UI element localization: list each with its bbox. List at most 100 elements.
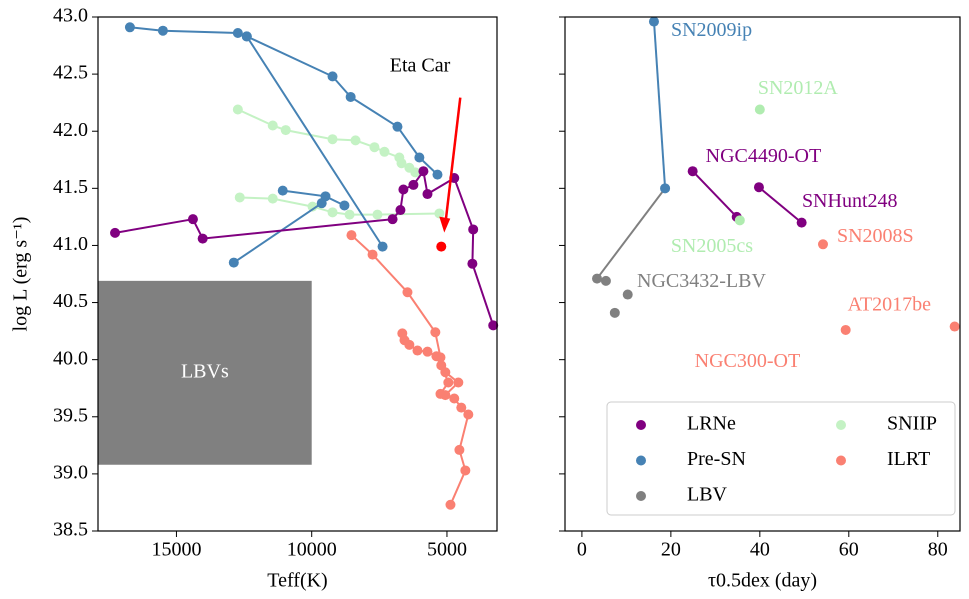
object-line — [653, 21, 667, 189]
axes-frame — [564, 16, 961, 532]
data-point — [395, 205, 406, 216]
data-point — [234, 192, 245, 203]
x-tick-label: 15000 — [151, 539, 201, 561]
x-tick-label: 60 — [839, 539, 859, 561]
legend-label: SNIIP — [887, 413, 937, 435]
data-point — [796, 217, 807, 228]
data-point — [280, 125, 291, 136]
legend-marker — [836, 420, 846, 430]
x-tick-label: 5000 — [427, 539, 467, 561]
object-label: SN2005cs — [671, 235, 753, 257]
data-point — [157, 25, 168, 36]
data-point — [622, 289, 633, 300]
legend-label: Pre-SN — [687, 448, 746, 470]
object-label: NGC3432-LBV — [637, 270, 766, 292]
object-label: NGC4490-OT — [706, 145, 822, 167]
data-point — [445, 499, 456, 510]
data-point — [396, 158, 407, 169]
object-label: SN2012A — [758, 77, 839, 99]
data-point — [817, 239, 828, 250]
data-point — [187, 214, 198, 225]
data-point — [277, 185, 288, 196]
data-point — [435, 388, 446, 399]
legend-marker — [636, 420, 646, 430]
data-point — [398, 184, 409, 195]
x-tick-label: 40 — [750, 539, 770, 561]
axes-frame — [97, 16, 498, 532]
object-label: SN2008S — [837, 225, 914, 247]
y-tick-label: 38.5 — [53, 519, 88, 541]
data-point — [327, 134, 338, 145]
object-label: SNHunt248 — [802, 190, 898, 212]
data-point — [345, 91, 356, 102]
y-tick-label: 40.0 — [53, 347, 88, 369]
data-point — [379, 146, 390, 157]
data-point — [460, 465, 471, 476]
y-tick-label: 39.5 — [53, 404, 88, 426]
data-point — [488, 320, 499, 331]
x-tick-label: 0 — [577, 539, 587, 561]
data-point — [454, 444, 465, 455]
legend-marker — [636, 491, 646, 501]
data-point — [734, 215, 745, 226]
data-point — [232, 27, 243, 38]
data-point — [344, 209, 355, 220]
data-point — [609, 307, 620, 318]
data-point — [463, 409, 474, 420]
data-point — [316, 198, 327, 209]
data-point — [600, 275, 611, 286]
annotation-arrowhead — [439, 216, 451, 233]
region-label: LBVs — [181, 360, 229, 382]
x-axis-label: τ0.5dex (day) — [708, 570, 817, 592]
x-tick-label: 20 — [661, 539, 681, 561]
data-point — [402, 287, 413, 298]
data-point — [377, 241, 388, 252]
y-tick-label: 39.0 — [53, 461, 88, 483]
y-tick-label: 43.0 — [53, 5, 88, 27]
x-tick-label: 80 — [928, 539, 948, 561]
legend-label: ILRT — [887, 448, 930, 470]
legend-label: LRNe — [687, 413, 736, 435]
data-point — [453, 377, 464, 388]
data-point — [327, 71, 338, 82]
data-point — [124, 22, 135, 33]
data-point — [687, 166, 698, 177]
y-tick-label: 41.5 — [53, 176, 88, 198]
data-point — [412, 345, 423, 356]
object-label: AT2017be — [848, 294, 931, 316]
legend-label: LBV — [687, 484, 728, 506]
data-point — [431, 351, 442, 362]
data-point — [660, 183, 671, 194]
y-tick-label: 42.0 — [53, 119, 88, 141]
annotation-arrow — [444, 97, 462, 225]
data-point — [110, 227, 121, 238]
data-point — [369, 142, 380, 153]
data-point — [449, 393, 460, 404]
annotation-point — [436, 241, 447, 252]
legend-marker — [836, 455, 846, 466]
data-point — [346, 230, 357, 241]
data-point — [339, 200, 350, 211]
data-point — [404, 339, 415, 350]
data-point — [418, 166, 429, 177]
data-point — [228, 257, 239, 268]
annotation-label: Eta Car — [390, 55, 451, 77]
data-point — [241, 31, 252, 42]
data-point — [434, 208, 445, 219]
data-point — [430, 327, 441, 338]
data-point — [592, 273, 603, 284]
legend-box — [606, 401, 956, 516]
data-point — [443, 377, 454, 388]
data-point — [410, 167, 421, 178]
data-point — [267, 193, 278, 204]
data-point — [436, 360, 447, 371]
data-point — [648, 16, 659, 27]
data-point — [432, 169, 443, 180]
x-axis-label: Teff(K) — [267, 570, 327, 592]
data-point — [197, 233, 208, 244]
data-point — [327, 207, 338, 218]
series-line — [350, 234, 470, 506]
legend-marker — [636, 455, 646, 466]
